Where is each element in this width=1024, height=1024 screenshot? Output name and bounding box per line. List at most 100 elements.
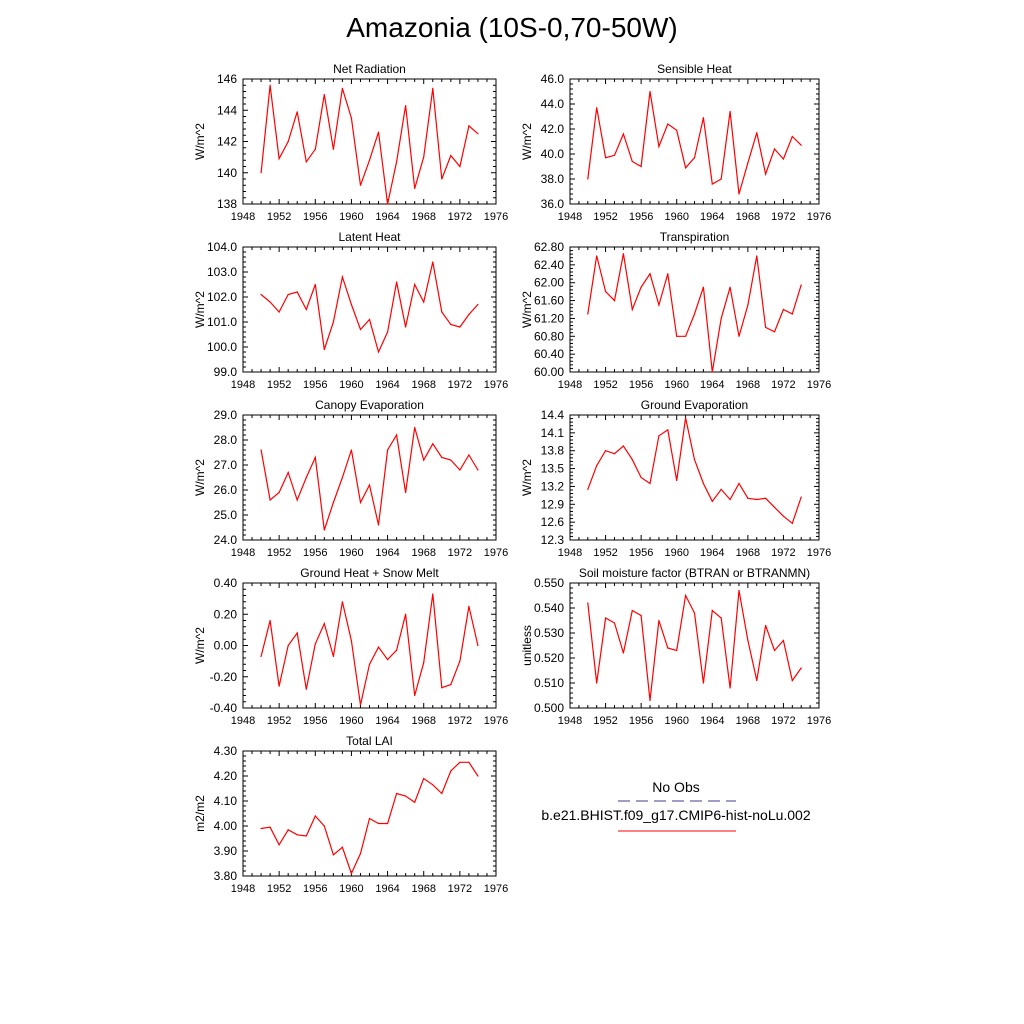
y-tick-label: 0.540	[534, 601, 564, 615]
x-tick-label: 1968	[736, 379, 760, 391]
data-point	[441, 456, 443, 459]
y-tick-label: 100.0	[207, 340, 237, 354]
data-point	[396, 434, 398, 436]
data-point	[747, 639, 749, 642]
panel-3: Latent Heat W/m^2 1948 1952 1956 1960 1964 1968…	[193, 230, 508, 391]
data-point	[341, 87, 343, 89]
data-point	[711, 183, 713, 185]
x-tick-label: 1972	[771, 211, 795, 223]
data-point	[341, 601, 343, 603]
x-tick-label: 1964	[700, 715, 724, 727]
data-point	[260, 449, 262, 451]
data-point	[685, 594, 687, 597]
x-tick-label: 1948	[231, 715, 255, 727]
data-point	[377, 822, 380, 825]
y-tick-label: 146	[217, 72, 237, 86]
data-point	[613, 154, 616, 156]
data-point	[414, 694, 416, 697]
data-point	[359, 501, 362, 504]
data-point	[693, 459, 696, 461]
data-point	[332, 148, 334, 150]
data-point	[649, 482, 651, 485]
x-tick-label: 1972	[448, 379, 472, 391]
data-point	[738, 335, 740, 337]
data-point	[658, 304, 660, 306]
data-point	[269, 826, 271, 828]
x-tick-label: 1976	[807, 715, 831, 727]
data-point	[685, 167, 687, 169]
y-axis-label: W/m^2	[193, 123, 207, 160]
y-tick-label: 0.500	[534, 701, 564, 715]
data-point	[423, 156, 425, 158]
y-tick-label: 62.40	[534, 258, 564, 272]
y-tick-label: 3.90	[214, 844, 238, 858]
data-point	[459, 469, 461, 471]
y-axis-label: W/m^2	[520, 459, 534, 496]
data-point	[269, 84, 271, 86]
data-point	[432, 784, 434, 786]
x-tick-label: 1972	[771, 379, 795, 391]
data-point	[396, 161, 398, 163]
data-point	[368, 484, 371, 486]
x-tick-label: 1956	[303, 211, 327, 223]
panel-2: Sensible Heat W/m^2 1948 1952 1956 1960 1964 19…	[520, 62, 831, 223]
data-point	[800, 284, 802, 286]
data-point	[332, 655, 334, 658]
x-tick-label: 1968	[736, 715, 760, 727]
data-point	[676, 335, 678, 337]
data-point	[631, 459, 633, 461]
panel-title: Latent Heat	[338, 230, 401, 244]
data-point	[765, 497, 767, 499]
x-tick-label: 1960	[339, 883, 363, 895]
y-axis-label: W/m^2	[193, 291, 207, 328]
x-tick-label: 1952	[593, 715, 617, 727]
y-tick-label: 0.510	[534, 676, 564, 690]
data-point	[711, 371, 713, 373]
panel-title: Transpiration	[660, 230, 730, 244]
data-point	[377, 524, 380, 526]
y-tick-label: 101.0	[207, 315, 237, 329]
data-point	[441, 792, 443, 795]
data-point	[296, 632, 298, 634]
data-point	[782, 308, 785, 311]
x-tick-label: 1968	[736, 211, 760, 223]
y-tick-label: 140	[217, 166, 237, 180]
x-tick-label: 1964	[700, 547, 724, 559]
x-tick-label: 1948	[231, 547, 255, 559]
data-point	[405, 491, 407, 494]
data-point	[405, 795, 407, 797]
data-point	[658, 435, 660, 437]
x-tick-label: 1964	[375, 547, 399, 559]
y-axis-label: W/m^2	[520, 291, 534, 328]
panel-title: Total LAI	[346, 734, 393, 748]
data-point	[649, 699, 651, 702]
data-point	[477, 303, 479, 306]
y-tick-label: 61.60	[534, 294, 564, 308]
panel-title: Net Radiation	[333, 62, 406, 76]
legend	[618, 800, 736, 832]
data-point	[314, 456, 316, 459]
x-tick-label: 1972	[771, 547, 795, 559]
y-tick-label: 25.0	[214, 508, 238, 522]
y-tick-label: -0.20	[210, 670, 238, 684]
data-point	[782, 515, 785, 517]
page-title: Amazonia (10S-0,70-50W)	[346, 12, 678, 43]
data-point	[296, 499, 298, 501]
data-point	[314, 643, 316, 645]
x-tick-label: 1972	[771, 715, 795, 727]
data-point	[305, 835, 307, 837]
data-point	[596, 107, 598, 109]
y-tick-label: 13.5	[541, 462, 565, 476]
y-tick-label: 4.00	[214, 819, 238, 833]
data-point	[450, 323, 452, 326]
data-point	[414, 283, 416, 286]
data-point	[765, 173, 767, 175]
data-point	[631, 308, 633, 311]
y-tick-label: 46.0	[541, 72, 565, 86]
x-tick-label: 1976	[484, 211, 508, 223]
data-point	[287, 644, 289, 647]
x-tick-label: 1956	[303, 715, 327, 727]
data-point	[441, 687, 443, 689]
data-point	[323, 529, 325, 531]
y-tick-label: 13.2	[541, 479, 565, 493]
